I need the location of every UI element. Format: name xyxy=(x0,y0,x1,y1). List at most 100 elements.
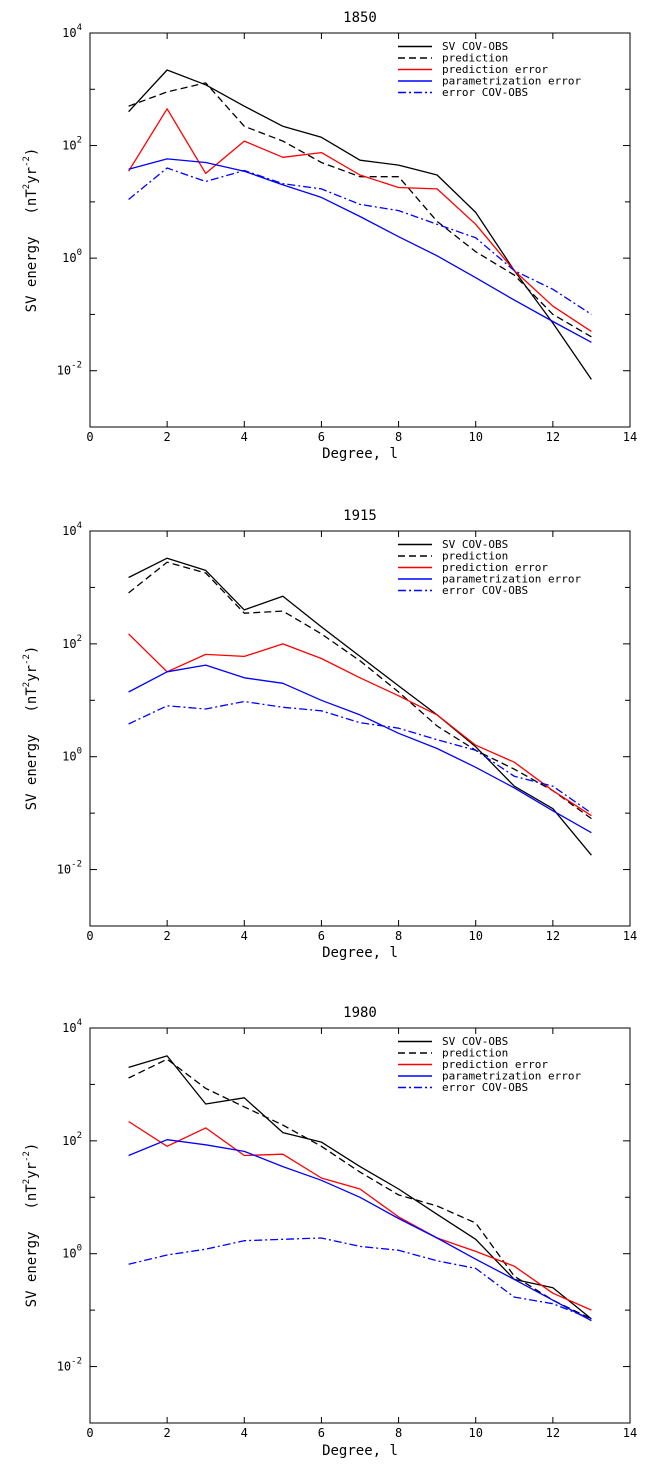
x-axis-label: Degree, l xyxy=(322,1443,398,1459)
y-tick-label: 102 xyxy=(62,1131,82,1148)
series-line-1 xyxy=(128,561,592,820)
y-tick-label: 10-2 xyxy=(57,1357,82,1374)
chart-panel-1980: 1980 0 2 4 6 8 10 12 14 104 102 100 10-2 SV COV-OBS… xyxy=(22,1005,637,1459)
x-tick-label: 8 xyxy=(395,1426,402,1440)
legend-label: prediction error xyxy=(442,63,548,76)
x-tick-label: 14 xyxy=(623,929,637,943)
axis-ticks: 0 2 4 6 8 10 12 14 104 102 100 10-2 xyxy=(57,521,638,943)
series-line-1 xyxy=(128,82,592,338)
legend-label: parametrization error xyxy=(442,75,581,88)
axis-ticks: 0 2 4 6 8 10 12 14 104 102 100 10-2 xyxy=(57,23,638,444)
legend-label: SV COV-OBS xyxy=(442,40,508,53)
x-tick-label: 10 xyxy=(468,929,482,943)
y-tick-label: 102 xyxy=(62,634,82,651)
series-line-1 xyxy=(128,1058,592,1320)
legend-label: prediction xyxy=(442,52,508,65)
svg-text:SV energy(nT2yr-2): SV energy(nT2yr-2) xyxy=(22,646,40,811)
legend-label: prediction error xyxy=(442,1058,548,1071)
legend-label: error COV-OBS xyxy=(442,584,528,597)
y-axis-label-unit: (nT xyxy=(24,189,40,215)
x-tick-label: 0 xyxy=(86,929,93,943)
y-axis-label-main: SV energy xyxy=(24,237,40,313)
chart-panel-1915: 1915 0 2 4 6 8 10 12 14 104 102 100 10-2 SV COV-OBS… xyxy=(22,508,637,961)
x-tick-label: 10 xyxy=(468,1426,482,1440)
x-tick-label: 2 xyxy=(164,929,171,943)
x-tick-label: 12 xyxy=(546,430,560,444)
legend-label: SV COV-OBS xyxy=(442,538,508,551)
y-tick-label: 104 xyxy=(62,23,82,40)
legend-label: prediction xyxy=(442,1047,508,1060)
x-axis-label: Degree, l xyxy=(322,945,398,961)
series-line-2 xyxy=(128,1120,592,1311)
x-tick-label: 10 xyxy=(468,430,482,444)
series-line-0 xyxy=(128,557,592,856)
chart-title: 1850 xyxy=(343,10,377,26)
y-tick-label: 102 xyxy=(62,136,82,153)
series-line-4 xyxy=(128,167,592,315)
x-tick-label: 2 xyxy=(164,430,171,444)
legend-label: error COV-OBS xyxy=(442,1081,528,1094)
y-axis-label-main: SV energy xyxy=(24,735,40,811)
x-tick-label: 8 xyxy=(395,929,402,943)
chart-panel-1850: 1850 0 2 4 6 8 10 12 14 104 102 100 10-2 SV COV-OBS… xyxy=(22,10,637,462)
plot-frame xyxy=(89,530,631,927)
series-line-4 xyxy=(128,700,592,814)
x-tick-label: 0 xyxy=(86,430,93,444)
x-tick-label: 14 xyxy=(623,1426,637,1440)
y-tick-label: 100 xyxy=(62,1244,82,1261)
y-axis-label: SV energy(nT2yr-2) xyxy=(22,148,40,313)
chart-title: 1980 xyxy=(343,1005,377,1021)
series-lines xyxy=(128,557,592,856)
x-tick-label: 4 xyxy=(241,430,248,444)
y-axis-label-main: SV energy xyxy=(24,1232,40,1308)
x-tick-label: 2 xyxy=(164,1426,171,1440)
series-line-0 xyxy=(128,69,592,380)
svg-text:SV energy(nT2yr-2): SV energy(nT2yr-2) xyxy=(22,148,40,313)
series-line-2 xyxy=(128,633,592,817)
legend-label: prediction xyxy=(442,550,508,563)
legend-label: parametrization error xyxy=(442,573,581,586)
x-tick-label: 6 xyxy=(318,430,325,444)
series-lines xyxy=(128,69,592,380)
x-tick-label: 0 xyxy=(86,1426,93,1440)
x-tick-label: 6 xyxy=(318,929,325,943)
series-line-3 xyxy=(128,664,592,834)
series-line-3 xyxy=(128,158,592,343)
y-axis-label-unit: (nT xyxy=(24,1184,40,1210)
x-tick-label: 8 xyxy=(395,430,402,444)
legend-label: error COV-OBS xyxy=(442,86,528,99)
chart-title: 1915 xyxy=(343,508,377,524)
plot-frame xyxy=(89,32,631,428)
axis-ticks: 0 2 4 6 8 10 12 14 104 102 100 10-2 xyxy=(57,1018,638,1440)
series-line-4 xyxy=(128,1237,592,1320)
y-axis-label-unit: (nT xyxy=(24,687,40,713)
legend-label: parametrization error xyxy=(442,1070,581,1083)
y-tick-label: 10-2 xyxy=(57,860,82,877)
x-tick-label: 14 xyxy=(623,430,637,444)
x-axis-label: Degree, l xyxy=(322,446,398,462)
x-tick-label: 4 xyxy=(241,929,248,943)
y-tick-label: 100 xyxy=(62,747,82,764)
series-lines xyxy=(128,1055,592,1322)
y-axis-label: SV energy(nT2yr-2) xyxy=(22,1143,40,1308)
series-line-3 xyxy=(128,1139,592,1322)
y-axis-label: SV energy(nT2yr-2) xyxy=(22,646,40,811)
y-tick-label: 104 xyxy=(62,521,82,538)
x-tick-label: 12 xyxy=(546,929,560,943)
y-tick-label: 104 xyxy=(62,1018,82,1035)
x-tick-label: 4 xyxy=(241,1426,248,1440)
svg-text:SV energy(nT2yr-2): SV energy(nT2yr-2) xyxy=(22,1143,40,1308)
legend-label: SV COV-OBS xyxy=(442,1035,508,1048)
series-line-0 xyxy=(128,1055,592,1320)
legend-label: prediction error xyxy=(442,561,548,574)
plot-frame xyxy=(89,1027,631,1424)
y-tick-label: 100 xyxy=(62,248,82,265)
x-tick-label: 6 xyxy=(318,1426,325,1440)
y-tick-label: 10-2 xyxy=(57,361,82,378)
series-line-2 xyxy=(128,108,592,332)
x-tick-label: 12 xyxy=(546,1426,560,1440)
